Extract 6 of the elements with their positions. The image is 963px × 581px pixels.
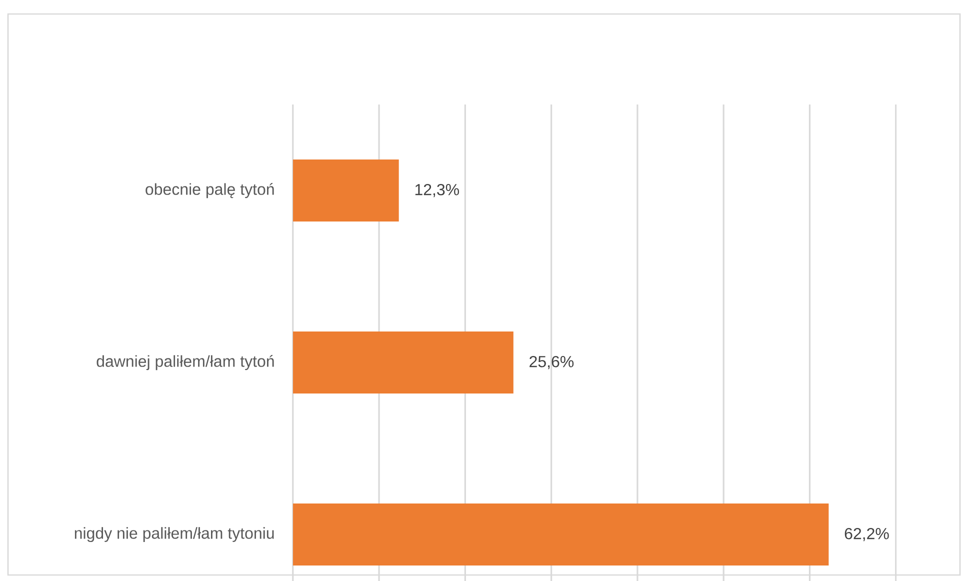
y-tick-label: nigdy nie paliłem/łam tytoniu (74, 527, 274, 542)
data-label: 25,6% (530, 356, 574, 370)
y-tick-label: dawniej paliłem/łam tytoń (96, 355, 274, 370)
data-label: 62,2% (844, 528, 889, 542)
data-label: 12,3% (415, 184, 460, 198)
y-tick-label: obecnie palę tytoń (146, 183, 274, 198)
